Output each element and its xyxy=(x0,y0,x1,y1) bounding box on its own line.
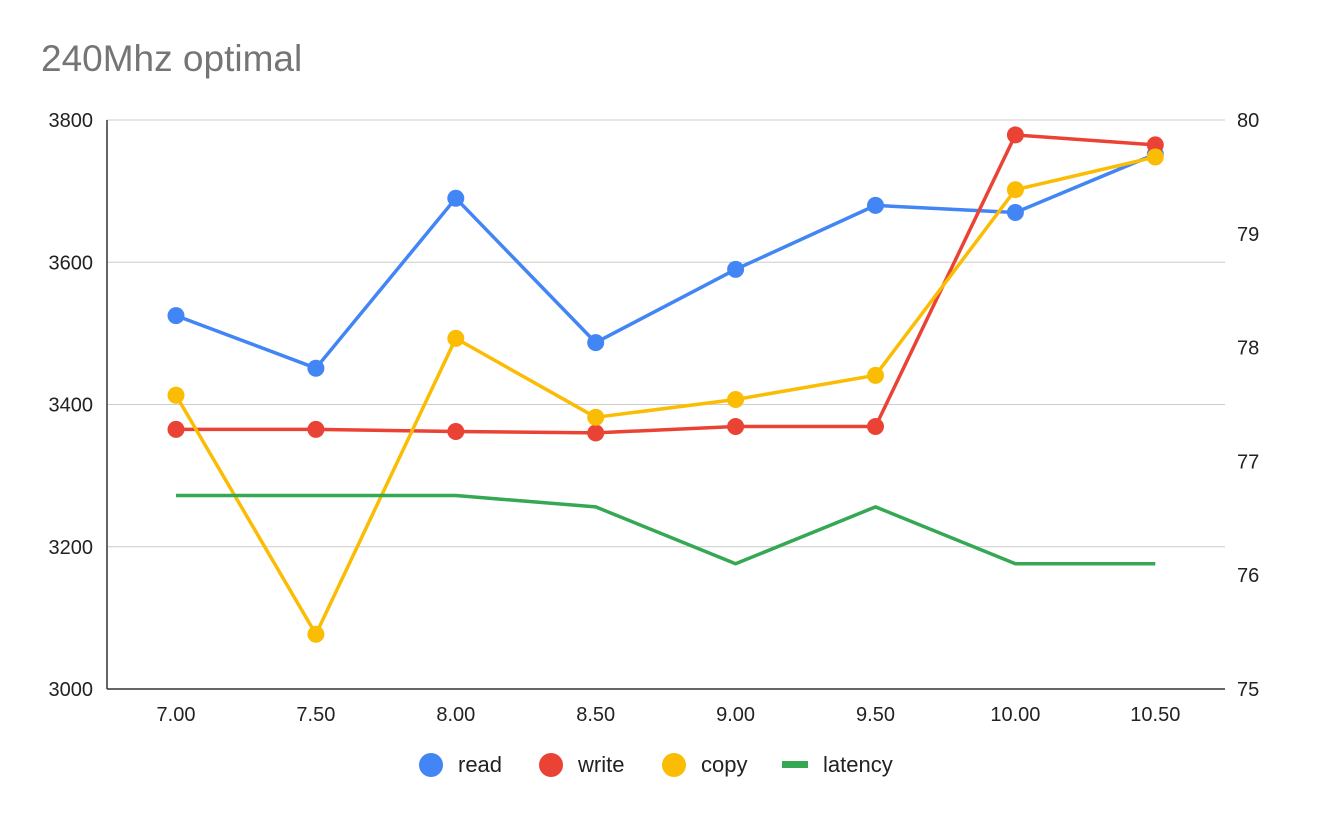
legend-item-copy: copy xyxy=(662,752,747,777)
legend-item-latency: latency xyxy=(782,752,893,777)
latency-line xyxy=(176,493,1156,566)
y-left-tick-label: 3000 xyxy=(49,679,94,701)
legend-label-read: read xyxy=(458,752,502,777)
tick-labels: 3000 3200 3400 3600 3800 75 76 77 78 79 80 7.00 7.50… xyxy=(49,110,1260,726)
axes xyxy=(106,120,1225,690)
read-point xyxy=(867,196,884,214)
series-read xyxy=(167,145,1164,377)
copy-point xyxy=(867,366,884,384)
y-right-tick-label: 78 xyxy=(1237,338,1259,360)
x-tick-label: 7.00 xyxy=(157,704,196,726)
copy-point xyxy=(1146,148,1164,166)
copy-line xyxy=(174,155,1156,636)
y-right-tick-label: 80 xyxy=(1237,110,1259,132)
write-point xyxy=(587,424,605,442)
copy-point xyxy=(307,625,325,643)
y-left-tick-label: 3600 xyxy=(49,252,94,274)
legend-item-write: write xyxy=(539,752,624,777)
legend-label-write: write xyxy=(577,752,624,777)
series-latency xyxy=(176,493,1156,566)
write-point xyxy=(1006,126,1024,144)
y-right-tick-label: 75 xyxy=(1237,679,1259,701)
write-point xyxy=(307,420,325,438)
y-left-tick-label: 3800 xyxy=(49,110,94,132)
grid-lines xyxy=(107,119,1225,548)
read-point xyxy=(167,307,185,325)
read-point xyxy=(447,189,465,207)
x-tick-label: 7.50 xyxy=(296,704,335,726)
copy-point xyxy=(727,391,745,409)
series-lines xyxy=(167,126,1164,643)
read-point xyxy=(307,359,325,377)
y-right-tick-label: 79 xyxy=(1237,224,1259,246)
copy-point xyxy=(447,329,465,347)
legend-swatch-read xyxy=(419,753,443,777)
legend-item-read: read xyxy=(419,752,502,777)
x-tick-label: 10.00 xyxy=(990,704,1040,726)
x-tick-label: 8.00 xyxy=(436,704,475,726)
copy-point xyxy=(167,386,185,404)
x-tick-label: 8.50 xyxy=(576,704,615,726)
read-line xyxy=(175,152,1156,370)
y-right-tick-label: 77 xyxy=(1237,451,1259,473)
legend: read write copy latency xyxy=(419,752,893,777)
y-left-tick-label: 3400 xyxy=(49,395,94,417)
copy-point xyxy=(587,408,605,426)
write-point xyxy=(167,420,185,438)
series-write xyxy=(167,126,1164,442)
legend-swatch-latency xyxy=(782,761,808,768)
legend-label-copy: copy xyxy=(701,752,747,777)
write-point xyxy=(447,423,465,441)
write-point xyxy=(1146,136,1164,154)
y-left-tick-label: 3200 xyxy=(49,537,94,559)
chart-title: 240Mhz optimal xyxy=(41,38,303,79)
legend-label-latency: latency xyxy=(823,752,893,777)
y-right-tick-label: 76 xyxy=(1237,565,1259,587)
legend-swatch-copy xyxy=(662,753,686,777)
x-tick-label: 9.00 xyxy=(716,704,755,726)
legend-swatch-write xyxy=(539,753,563,777)
read-point xyxy=(727,260,745,278)
write-line xyxy=(176,133,1156,435)
x-tick-label: 10.50 xyxy=(1130,704,1180,726)
x-tick-label: 9.50 xyxy=(856,704,895,726)
read-point xyxy=(587,334,605,352)
read-point xyxy=(1006,203,1024,221)
copy-point xyxy=(1006,181,1024,199)
write-point xyxy=(867,418,884,436)
write-point xyxy=(727,418,745,436)
series-copy xyxy=(167,148,1164,643)
